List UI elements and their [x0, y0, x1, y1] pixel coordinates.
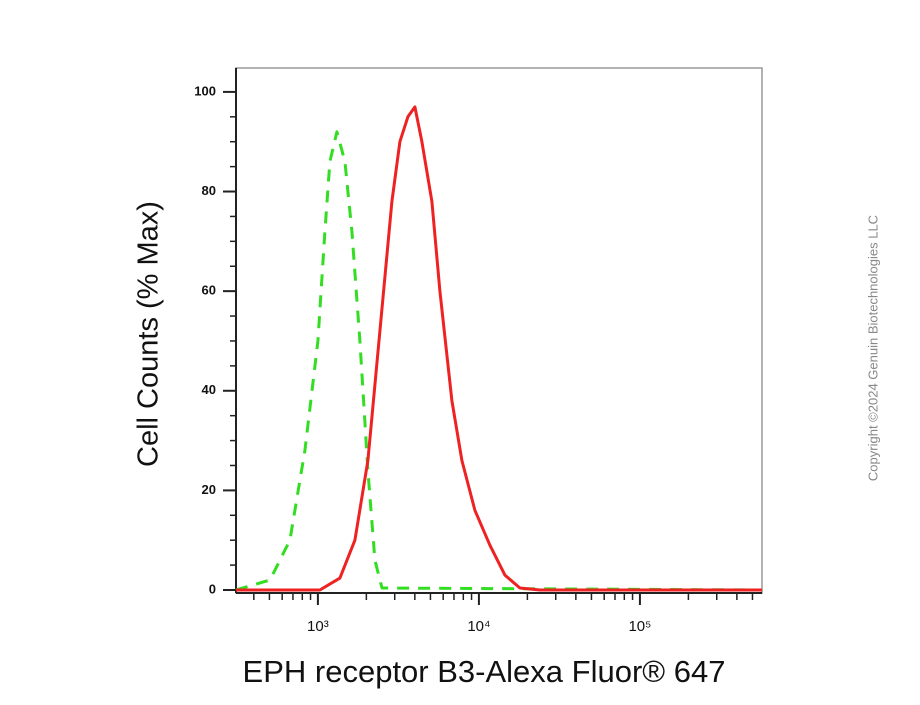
y-tick-label: 40	[202, 382, 216, 397]
histogram-line	[236, 105, 762, 592]
y-tick-label: 80	[202, 183, 216, 198]
x-tick-label: 10³	[307, 618, 329, 635]
y-tick-label: 20	[202, 482, 216, 497]
x-tick-label: 10⁴	[467, 618, 490, 635]
y-axis-label: Cell Counts (% Max)	[133, 201, 165, 467]
histogram-line	[235, 130, 763, 592]
copyright: Copyright ©2024 Genuin Biotechnologies L…	[865, 215, 880, 481]
x-axis-label: EPH receptor B3-Alexa Fluor® 647	[243, 654, 726, 689]
y-tick-label: 0	[209, 581, 216, 596]
y-tick-label: 100	[194, 83, 216, 98]
x-tick-label: 10⁵	[628, 618, 651, 635]
plot-frame	[235, 67, 763, 594]
y-tick-label: 60	[202, 283, 216, 298]
